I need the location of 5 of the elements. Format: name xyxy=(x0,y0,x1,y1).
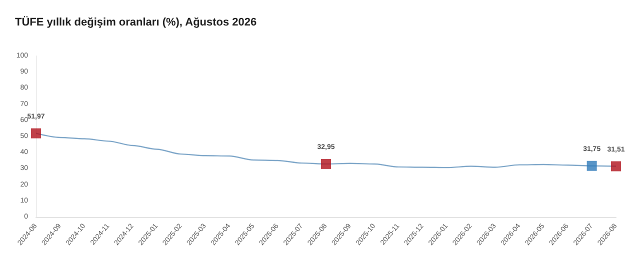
point xyxy=(31,128,41,138)
point xyxy=(611,161,621,172)
chart-title: TÜFE yıllık değişim oranları (%), Ağustos 2026 xyxy=(15,16,257,28)
point xyxy=(586,160,597,171)
point xyxy=(321,158,331,169)
